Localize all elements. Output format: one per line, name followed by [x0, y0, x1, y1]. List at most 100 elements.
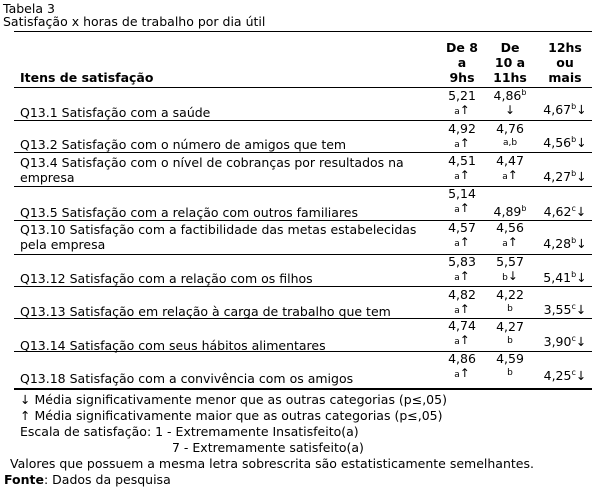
superscript-letter: c: [571, 302, 576, 311]
cell-10-11h-value: 4,27: [480, 320, 540, 334]
header-col-10-11h: De 10 a 11hs: [480, 40, 540, 85]
cell-12h-plus: 4,67b↓: [540, 103, 590, 117]
superscript-letter: c: [571, 368, 576, 377]
header-col1-line2: a: [457, 55, 467, 70]
row-rule: [14, 152, 592, 153]
cell-8-9h-value: 4,82: [432, 288, 492, 302]
cell-value: 5,57: [496, 254, 524, 269]
source-label: Fonte: [4, 472, 44, 487]
arrow-up-icon: ↑: [459, 333, 470, 347]
header-col2-line1: De: [500, 40, 520, 55]
arrow-down-icon: ↓: [504, 103, 516, 117]
superscript-letter: a,b: [502, 138, 518, 148]
note-down: ↓ Média significativamente menor que as …: [20, 392, 447, 407]
row-rule: [14, 220, 592, 221]
row-rule: [14, 186, 592, 187]
superscript-note: Valores que possuem a mesma letra sobres…: [10, 456, 534, 471]
header-rule: [14, 87, 592, 88]
header-col1-line1: De 8: [446, 40, 478, 55]
arrow-down-icon: ↓: [576, 236, 587, 251]
arrow-down-icon: ↓: [576, 135, 587, 150]
cell-8-9h-value: 4,86: [432, 352, 492, 366]
cell-value: 4,25: [543, 368, 572, 383]
cell-value: 4,89: [493, 204, 522, 219]
cell-value: 4,28: [543, 236, 572, 251]
superscript-letter: a: [454, 107, 460, 117]
header-items: Itens de satisfação: [20, 70, 154, 85]
cell-value: 4,27: [543, 169, 572, 184]
row-label: Q13.1 Satisfação com a saúde: [20, 105, 211, 120]
scale-note-7: 7 - Extremamente satisfeito(a): [172, 440, 364, 455]
row-label: Q13.18 Satisfação com a convivência com …: [20, 371, 354, 386]
superscript-letter: a: [502, 239, 508, 249]
row-rule: [14, 120, 592, 121]
cell-8-9h-value: 4,51: [432, 154, 492, 168]
header-col-8-9h: De 8 a 9hs: [432, 40, 492, 85]
down-arrow-icon: ↓: [20, 392, 31, 407]
cell-12h-plus: 3,55c↓: [540, 303, 590, 317]
cell-value: 4,82: [448, 287, 476, 302]
superscript-letter: c: [571, 204, 576, 213]
source-text: : Dados da pesquisa: [43, 472, 171, 487]
cell-12h-plus: 4,62c↓: [540, 205, 590, 219]
note-up: ↑ Média significativamente maior que as …: [20, 408, 443, 423]
arrow-icon: ↓: [507, 269, 518, 283]
cell-12h-plus: 3,90c↓: [540, 335, 590, 349]
cell-10-11h-value: 4,22: [480, 288, 540, 302]
cell-8-9h-value: 5,83: [432, 255, 492, 269]
arrow-down-icon: ↓: [575, 334, 587, 349]
cell-8-9h-mark: a↑: [432, 202, 492, 216]
superscript-letter: b: [521, 88, 527, 97]
cell-10-11h-value: 4,47: [480, 154, 540, 168]
bottom-rule: [14, 388, 592, 390]
row-rule: [14, 254, 592, 255]
row-label: Q13.2 Satisfação com o número de amigos …: [20, 137, 347, 152]
arrow-down-icon: ↓: [575, 204, 587, 219]
arrow-down-icon: ↓: [575, 302, 587, 317]
superscript-letter: a: [502, 172, 508, 182]
scale-note-1: Escala de satisfação: 1 - Extremamente I…: [20, 424, 359, 439]
arrow-up-icon: ↑: [459, 302, 470, 316]
cell-8-9h-value: 4,74: [432, 319, 492, 333]
cell-value: 4,62: [543, 204, 572, 219]
header-col1-line3: 9hs: [449, 70, 475, 85]
cell-value: 5,41: [543, 270, 572, 285]
row-label: Q13.5 Satisfação com a relação com outro…: [20, 205, 359, 220]
row-label: Q13.4 Satisfação com o nível de cobrança…: [20, 155, 404, 185]
arrow-up-icon: ↑: [459, 269, 470, 283]
cell-12h-plus: 5,41b↓: [540, 271, 590, 285]
cell-value: 4,76: [496, 121, 524, 136]
cell-value: 4,47: [496, 153, 524, 168]
cell-12h-plus: 4,27b↓: [540, 170, 590, 184]
cell-8-9h-value: 4,92: [432, 122, 492, 136]
cell-10-11h-mark: a,b: [480, 138, 540, 149]
superscript-letter: b: [571, 270, 577, 279]
header-col3-line3: mais: [548, 70, 582, 85]
cell-value: 5,14: [448, 186, 476, 201]
arrow-down-icon: ↓: [575, 368, 587, 383]
cell-12h-plus: 4,25c↓: [540, 369, 590, 383]
top-rule: [14, 31, 592, 32]
cell-8-9h-mark: a↑: [432, 302, 492, 317]
cell-12h-plus: 4,28b↓: [540, 237, 590, 251]
cell-value: 4,51: [448, 153, 476, 168]
row-rule: [14, 286, 592, 287]
cell-value: 3,90: [543, 334, 572, 349]
cell-8-9h-mark: a↑: [432, 236, 492, 250]
superscript-letter: b: [571, 169, 577, 178]
cell-8-9h-mark: a↑: [432, 333, 492, 348]
cell-value: 4,86: [493, 88, 522, 103]
cell-value: 4,86: [448, 351, 476, 366]
superscript-letter: b: [571, 236, 577, 245]
arrow-up-icon: ↑: [459, 366, 470, 380]
arrow-up-icon: ↑: [459, 103, 470, 117]
row-rule: [14, 351, 592, 352]
cell-value: 4,27: [496, 319, 524, 334]
cell-12h-plus: 4,56b↓: [540, 136, 590, 150]
superscript-letter: c: [571, 334, 576, 343]
cell-value: 5,21: [448, 88, 476, 103]
superscript-letter: b: [571, 135, 577, 144]
cell-10-11h-mark: b↓: [480, 269, 540, 284]
cell-8-9h-mark: a↑: [432, 366, 492, 381]
source-note: Fonte: Dados da pesquisa: [4, 472, 171, 487]
